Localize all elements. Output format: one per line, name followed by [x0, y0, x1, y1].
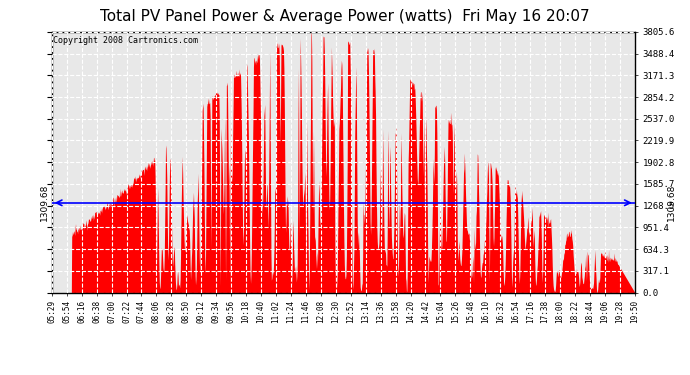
Text: 1309.68: 1309.68	[40, 184, 49, 222]
Text: Total PV Panel Power & Average Power (watts)  Fri May 16 20:07: Total PV Panel Power & Average Power (wa…	[100, 9, 590, 24]
Text: 1309.68: 1309.68	[667, 184, 676, 222]
Text: Copyright 2008 Cartronics.com: Copyright 2008 Cartronics.com	[54, 36, 199, 45]
